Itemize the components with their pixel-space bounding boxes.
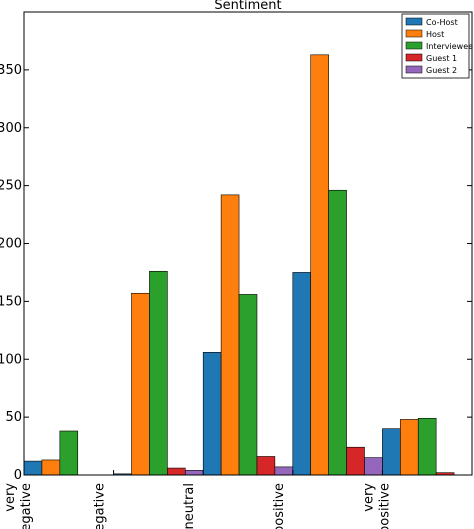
bar-host-2 <box>220 194 240 476</box>
x-tick-label: very <box>3 483 18 512</box>
bar-interviewee-1 <box>149 270 168 476</box>
legend-swatch <box>405 29 423 38</box>
bar-interviewee-4 <box>417 417 437 476</box>
x-tick-label: positive <box>377 483 392 529</box>
y-tick-label: 350 <box>0 63 22 78</box>
bar-guest-1-2 <box>256 456 276 476</box>
bar-guest-1-3 <box>346 446 365 476</box>
legend-swatch <box>405 17 423 26</box>
legend-label: Host <box>426 30 444 39</box>
y-axis: 0 50 100 150 200 250 300 350 <box>0 63 472 483</box>
bar-host-1 <box>131 292 150 476</box>
bars-group <box>23 54 455 476</box>
y-tick-label: 250 <box>0 179 22 194</box>
bar-co-host-0 <box>23 460 43 476</box>
bar-host-4 <box>400 419 419 476</box>
bar-co-host-3 <box>292 272 312 476</box>
legend-swatch <box>405 53 423 62</box>
x-tick-label: positive <box>272 483 287 529</box>
y-tick-label: 150 <box>0 294 22 309</box>
bar-guest-2-1 <box>184 470 204 476</box>
legend-label: Guest 1 <box>426 54 457 63</box>
legend-label: Co-Host <box>426 18 458 27</box>
bar-interviewee-3 <box>328 189 347 476</box>
x-tick-label: neutral <box>182 483 197 529</box>
chart-title: Sentiment <box>214 0 281 13</box>
x-tick-label: very <box>361 483 376 512</box>
bar-guest-1-1 <box>167 467 186 476</box>
legend-label: Interviewee <box>426 42 473 51</box>
y-tick-label: 200 <box>0 237 22 252</box>
y-tick-label: 100 <box>0 352 22 367</box>
bar-host-3 <box>310 54 329 476</box>
legend: Co-Host Host Interviewee Guest 1 Guest 2 <box>401 13 473 79</box>
x-tick-label: negative <box>93 483 108 529</box>
legend-swatch <box>405 41 423 50</box>
bar-guest-2-3 <box>364 457 383 476</box>
bar-interviewee-2 <box>238 294 258 476</box>
bar-host-0 <box>41 459 61 476</box>
legend-label: Guest 2 <box>426 66 457 75</box>
bar-guest-2-2 <box>274 466 294 476</box>
bar-co-host-2 <box>202 352 222 476</box>
legend-swatch <box>405 65 423 74</box>
bar-co-host-4 <box>382 428 401 476</box>
x-tick-label: negative <box>19 483 34 529</box>
x-axis: very negative negative neutral positive very p… <box>3 470 392 529</box>
bar-interviewee-0 <box>59 430 79 476</box>
y-tick-label: 0 <box>14 468 22 483</box>
y-tick-label: 50 <box>5 410 22 425</box>
y-tick-label: 300 <box>0 121 22 136</box>
